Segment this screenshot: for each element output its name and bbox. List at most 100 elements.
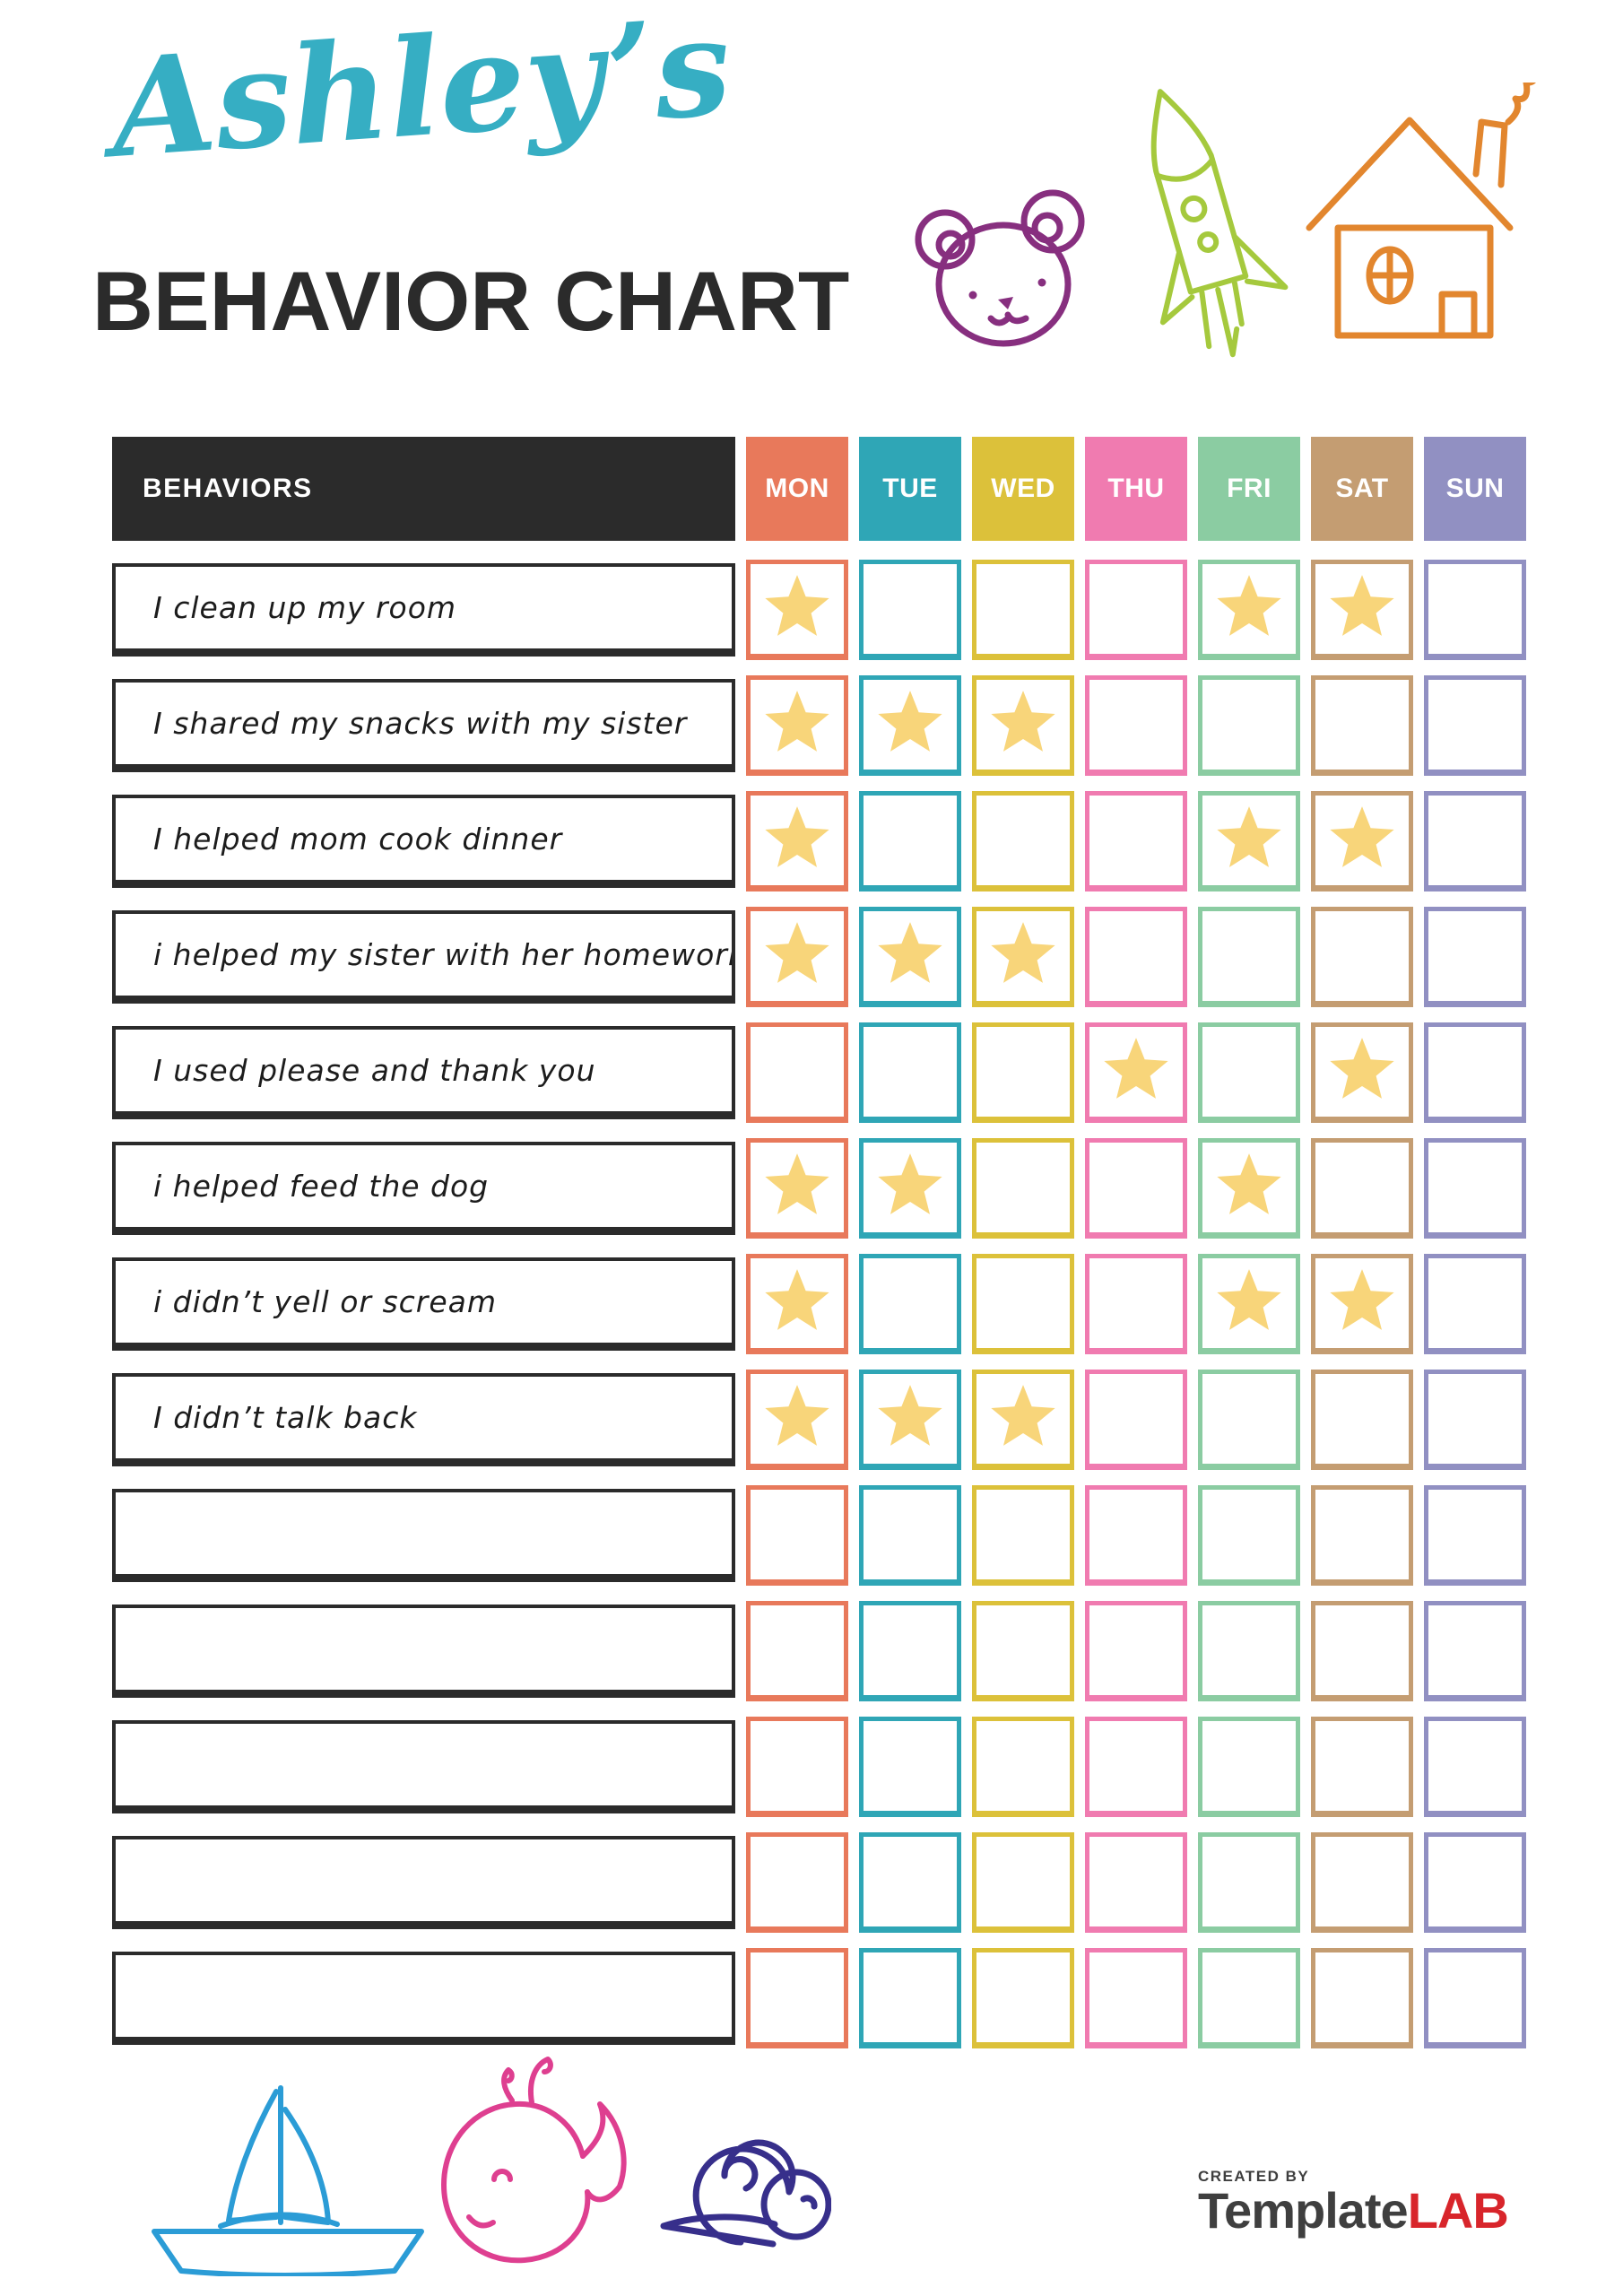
behavior-row-label-3: I helped mom cook dinner <box>112 795 735 888</box>
day-cell-wed-row8 <box>972 1370 1074 1470</box>
day-cell-thu-row8 <box>1085 1370 1187 1470</box>
day-cell-wed-row9 <box>972 1485 1074 1586</box>
day-cell-wed-row10 <box>972 1601 1074 1701</box>
day-cell-tue-row8 <box>859 1370 961 1470</box>
day-cell-fri-row2 <box>1198 675 1300 776</box>
bear-icon <box>907 184 1115 356</box>
whale-icon <box>408 2052 643 2278</box>
day-cell-sat-row6 <box>1311 1138 1413 1239</box>
day-cell-fri-row13 <box>1198 1948 1300 2048</box>
day-cell-sat-row9 <box>1311 1485 1413 1586</box>
star-icon <box>765 691 829 752</box>
day-cell-wed-row1 <box>972 560 1074 660</box>
behavior-row-label-10 <box>112 1605 735 1698</box>
behavior-row-label-8: I didn’t talk back <box>112 1373 735 1466</box>
day-cell-thu-row12 <box>1085 1832 1187 1933</box>
day-header-fri: FRI <box>1198 437 1300 541</box>
day-cell-thu-row2 <box>1085 675 1187 776</box>
day-cell-mon-row7 <box>746 1254 848 1354</box>
day-cell-thu-row4 <box>1085 907 1187 1007</box>
star-icon <box>1330 575 1394 636</box>
created-by-label: CREATED BY <box>1198 2168 1310 2185</box>
day-cell-mon-row1 <box>746 560 848 660</box>
behavior-row-label-6: i helped feed the dog <box>112 1142 735 1235</box>
day-cell-sun-row3 <box>1424 791 1526 891</box>
behavior-row-label-1: I clean up my room <box>112 563 735 657</box>
day-cell-sat-row4 <box>1311 907 1413 1007</box>
behavior-row-label-5: I used please and thank you <box>112 1026 735 1119</box>
day-cell-tue-row13 <box>859 1948 961 2048</box>
star-icon <box>1217 1269 1281 1330</box>
day-cell-tue-row3 <box>859 791 961 891</box>
day-cell-tue-row5 <box>859 1022 961 1123</box>
day-cell-fri-row1 <box>1198 560 1300 660</box>
star-icon <box>1330 1269 1394 1330</box>
day-cell-fri-row12 <box>1198 1832 1300 1933</box>
day-cell-tue-row7 <box>859 1254 961 1354</box>
brand-name-accent: LAB <box>1407 2182 1509 2239</box>
behavior-row-label-7: i didn’t yell or scream <box>112 1257 735 1351</box>
day-cell-mon-row4 <box>746 907 848 1007</box>
day-cell-sun-row9 <box>1424 1485 1526 1586</box>
day-cell-thu-row3 <box>1085 791 1187 891</box>
day-cell-sun-row10 <box>1424 1601 1526 1701</box>
star-icon <box>991 691 1055 752</box>
day-cell-tue-row10 <box>859 1601 961 1701</box>
snail-icon <box>638 2117 832 2251</box>
day-header-tue: TUE <box>859 437 961 541</box>
star-icon <box>765 1385 829 1446</box>
day-cell-mon-row6 <box>746 1138 848 1239</box>
day-cell-sun-row13 <box>1424 1948 1526 2048</box>
behavior-row-label-11 <box>112 1720 735 1813</box>
day-cell-sat-row5 <box>1311 1022 1413 1123</box>
day-cell-tue-row6 <box>859 1138 961 1239</box>
star-icon <box>1217 1153 1281 1214</box>
brand-name-primary: Template <box>1198 2182 1409 2239</box>
day-cell-wed-row12 <box>972 1832 1074 1933</box>
star-icon <box>878 1385 942 1446</box>
star-icon <box>1217 806 1281 867</box>
day-header-thu: THU <box>1085 437 1187 541</box>
day-cell-thu-row13 <box>1085 1948 1187 2048</box>
day-cell-mon-row13 <box>746 1948 848 2048</box>
day-cell-sat-row13 <box>1311 1948 1413 2048</box>
behavior-row-label-13 <box>112 1952 735 2045</box>
day-cell-wed-row13 <box>972 1948 1074 2048</box>
day-cell-sun-row2 <box>1424 675 1526 776</box>
day-cell-thu-row1 <box>1085 560 1187 660</box>
day-cell-sat-row8 <box>1311 1370 1413 1470</box>
chart-grid: BEHAVIORS MON TUE WED THU FRI SAT SUN I clean u… <box>112 437 1526 2048</box>
day-header-wed: WED <box>972 437 1074 541</box>
day-cell-sun-row1 <box>1424 560 1526 660</box>
day-cell-fri-row10 <box>1198 1601 1300 1701</box>
behavior-row-label-9 <box>112 1489 735 1582</box>
behavior-row-label-2: I shared my snacks with my sister <box>112 679 735 772</box>
day-cell-thu-row10 <box>1085 1601 1187 1701</box>
rocket-icon <box>1119 72 1294 386</box>
day-cell-sat-row11 <box>1311 1717 1413 1817</box>
star-icon <box>1330 1038 1394 1099</box>
star-icon <box>991 922 1055 983</box>
day-cell-sun-row12 <box>1424 1832 1526 1933</box>
day-header-mon: MON <box>746 437 848 541</box>
day-cell-wed-row7 <box>972 1254 1074 1354</box>
day-cell-mon-row2 <box>746 675 848 776</box>
behaviors-column-header: BEHAVIORS <box>112 437 735 541</box>
star-icon <box>765 806 829 867</box>
templatelab-logo: CREATED BY TemplateLAB <box>1198 2168 1509 2239</box>
day-cell-mon-row8 <box>746 1370 848 1470</box>
day-cell-sun-row6 <box>1424 1138 1526 1239</box>
day-cell-mon-row10 <box>746 1601 848 1701</box>
day-cell-thu-row5 <box>1085 1022 1187 1123</box>
day-cell-fri-row7 <box>1198 1254 1300 1354</box>
day-cell-fri-row11 <box>1198 1717 1300 1817</box>
day-cell-mon-row11 <box>746 1717 848 1817</box>
day-cell-fri-row3 <box>1198 791 1300 891</box>
star-icon <box>878 1153 942 1214</box>
star-icon <box>765 922 829 983</box>
day-cell-tue-row9 <box>859 1485 961 1586</box>
day-cell-fri-row4 <box>1198 907 1300 1007</box>
star-icon <box>991 1385 1055 1446</box>
star-icon <box>1217 575 1281 636</box>
day-cell-fri-row6 <box>1198 1138 1300 1239</box>
